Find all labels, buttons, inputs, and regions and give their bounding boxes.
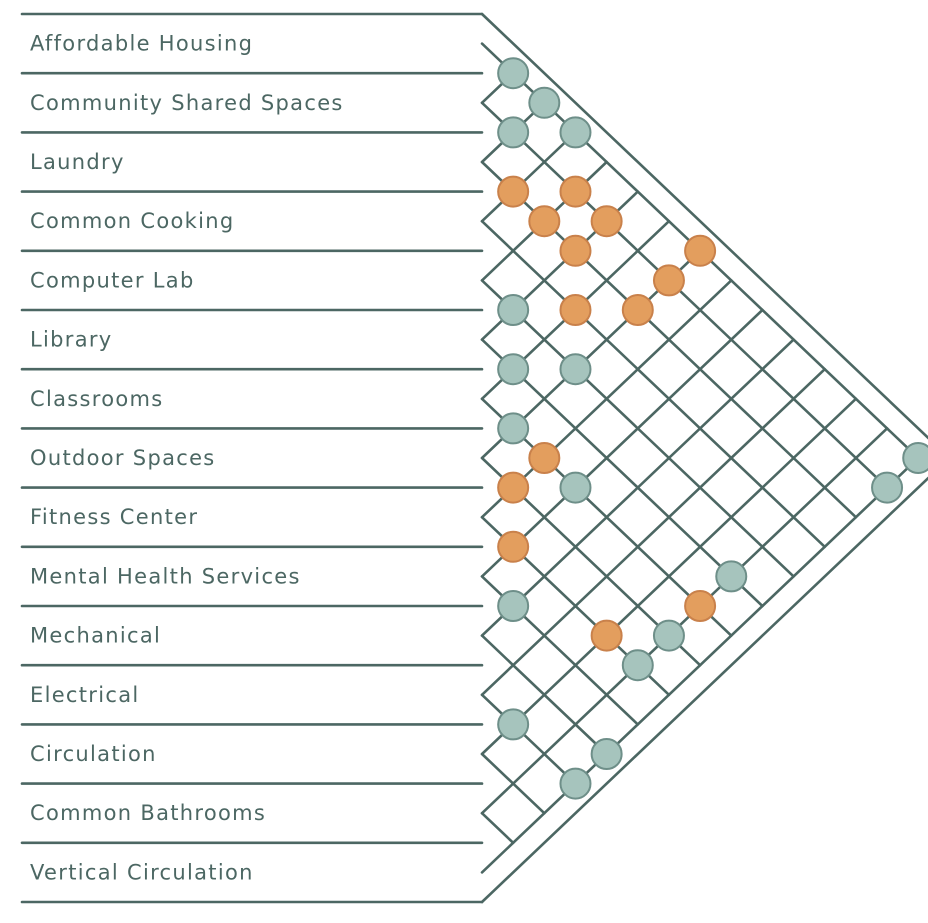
relationship-marker-green xyxy=(621,649,654,682)
relationship-marker-orange xyxy=(559,234,592,267)
adjacency-grid xyxy=(20,12,928,904)
space-labels: Affordable Housing Community Shared Space… xyxy=(30,32,344,885)
relationship-marker-orange xyxy=(497,530,530,563)
grid-diagonal-up xyxy=(480,456,920,874)
relationship-marker-orange xyxy=(497,471,530,504)
relationship-marker-green xyxy=(590,738,623,770)
space-label: Community Shared Spaces xyxy=(30,91,344,115)
grid-outline-top xyxy=(480,12,928,440)
relationship-markers xyxy=(497,57,928,800)
space-label: Laundry xyxy=(30,150,125,174)
space-label: Classrooms xyxy=(30,387,164,411)
space-label: Affordable Housing xyxy=(30,32,253,56)
grid-diagonal-down xyxy=(480,338,764,608)
relationship-marker-orange xyxy=(621,294,654,326)
grid-diagonal-down xyxy=(480,219,827,549)
space-label: Common Cooking xyxy=(30,209,234,233)
grid-diagonal-up xyxy=(480,308,764,578)
relationship-marker-green xyxy=(497,590,530,622)
relationship-marker-green xyxy=(902,442,928,474)
space-label: Circulation xyxy=(30,742,157,766)
relationship-marker-green xyxy=(497,57,530,90)
relationship-marker-orange xyxy=(559,175,592,208)
space-label: Fitness Center xyxy=(30,505,198,529)
relationship-marker-green xyxy=(559,353,592,386)
relationship-marker-green xyxy=(715,560,748,593)
space-label: Electrical xyxy=(30,683,140,707)
relationship-marker-green xyxy=(497,294,530,326)
grid-diagonal-down xyxy=(480,101,889,489)
relationship-marker-green xyxy=(559,471,592,504)
relationship-marker-green xyxy=(559,767,592,800)
grid-diagonal-up xyxy=(480,397,858,756)
relationship-marker-orange xyxy=(684,590,717,622)
relationship-marker-green xyxy=(497,708,530,741)
grid-diagonal-down xyxy=(480,693,577,785)
grid-outline-bottom xyxy=(480,476,928,904)
grid-diagonal-up xyxy=(480,367,827,697)
grid-diagonal-up xyxy=(480,131,577,223)
space-label: Computer Lab xyxy=(30,268,195,292)
relationship-marker-orange xyxy=(528,442,561,474)
grid-diagonal-up xyxy=(480,427,889,815)
relationship-marker-orange xyxy=(590,619,623,652)
space-label: Mechanical xyxy=(30,624,161,648)
relationship-marker-orange xyxy=(684,234,717,267)
space-label: Outdoor Spaces xyxy=(30,446,216,470)
space-label: Mental Health Services xyxy=(30,564,301,588)
relationship-marker-green xyxy=(528,86,561,119)
space-label: Vertical Circulation xyxy=(30,860,254,884)
space-label: Library xyxy=(30,328,113,352)
relationship-marker-green xyxy=(871,471,904,504)
space-label: Common Bathrooms xyxy=(30,801,266,825)
relationship-marker-orange xyxy=(497,175,530,208)
grid-diagonal-down xyxy=(480,811,515,845)
relationship-marker-green xyxy=(652,619,685,652)
relationship-marker-orange xyxy=(528,205,561,238)
relationship-marker-orange xyxy=(559,294,592,326)
relationship-marker-orange xyxy=(590,205,623,238)
relationship-marker-green xyxy=(559,116,592,149)
relationship-marker-green xyxy=(497,412,530,445)
grid-diagonal-up xyxy=(480,338,795,637)
relationship-marker-orange xyxy=(652,264,685,297)
relationship-marker-green xyxy=(497,353,530,386)
relationship-marker-green xyxy=(497,116,530,149)
